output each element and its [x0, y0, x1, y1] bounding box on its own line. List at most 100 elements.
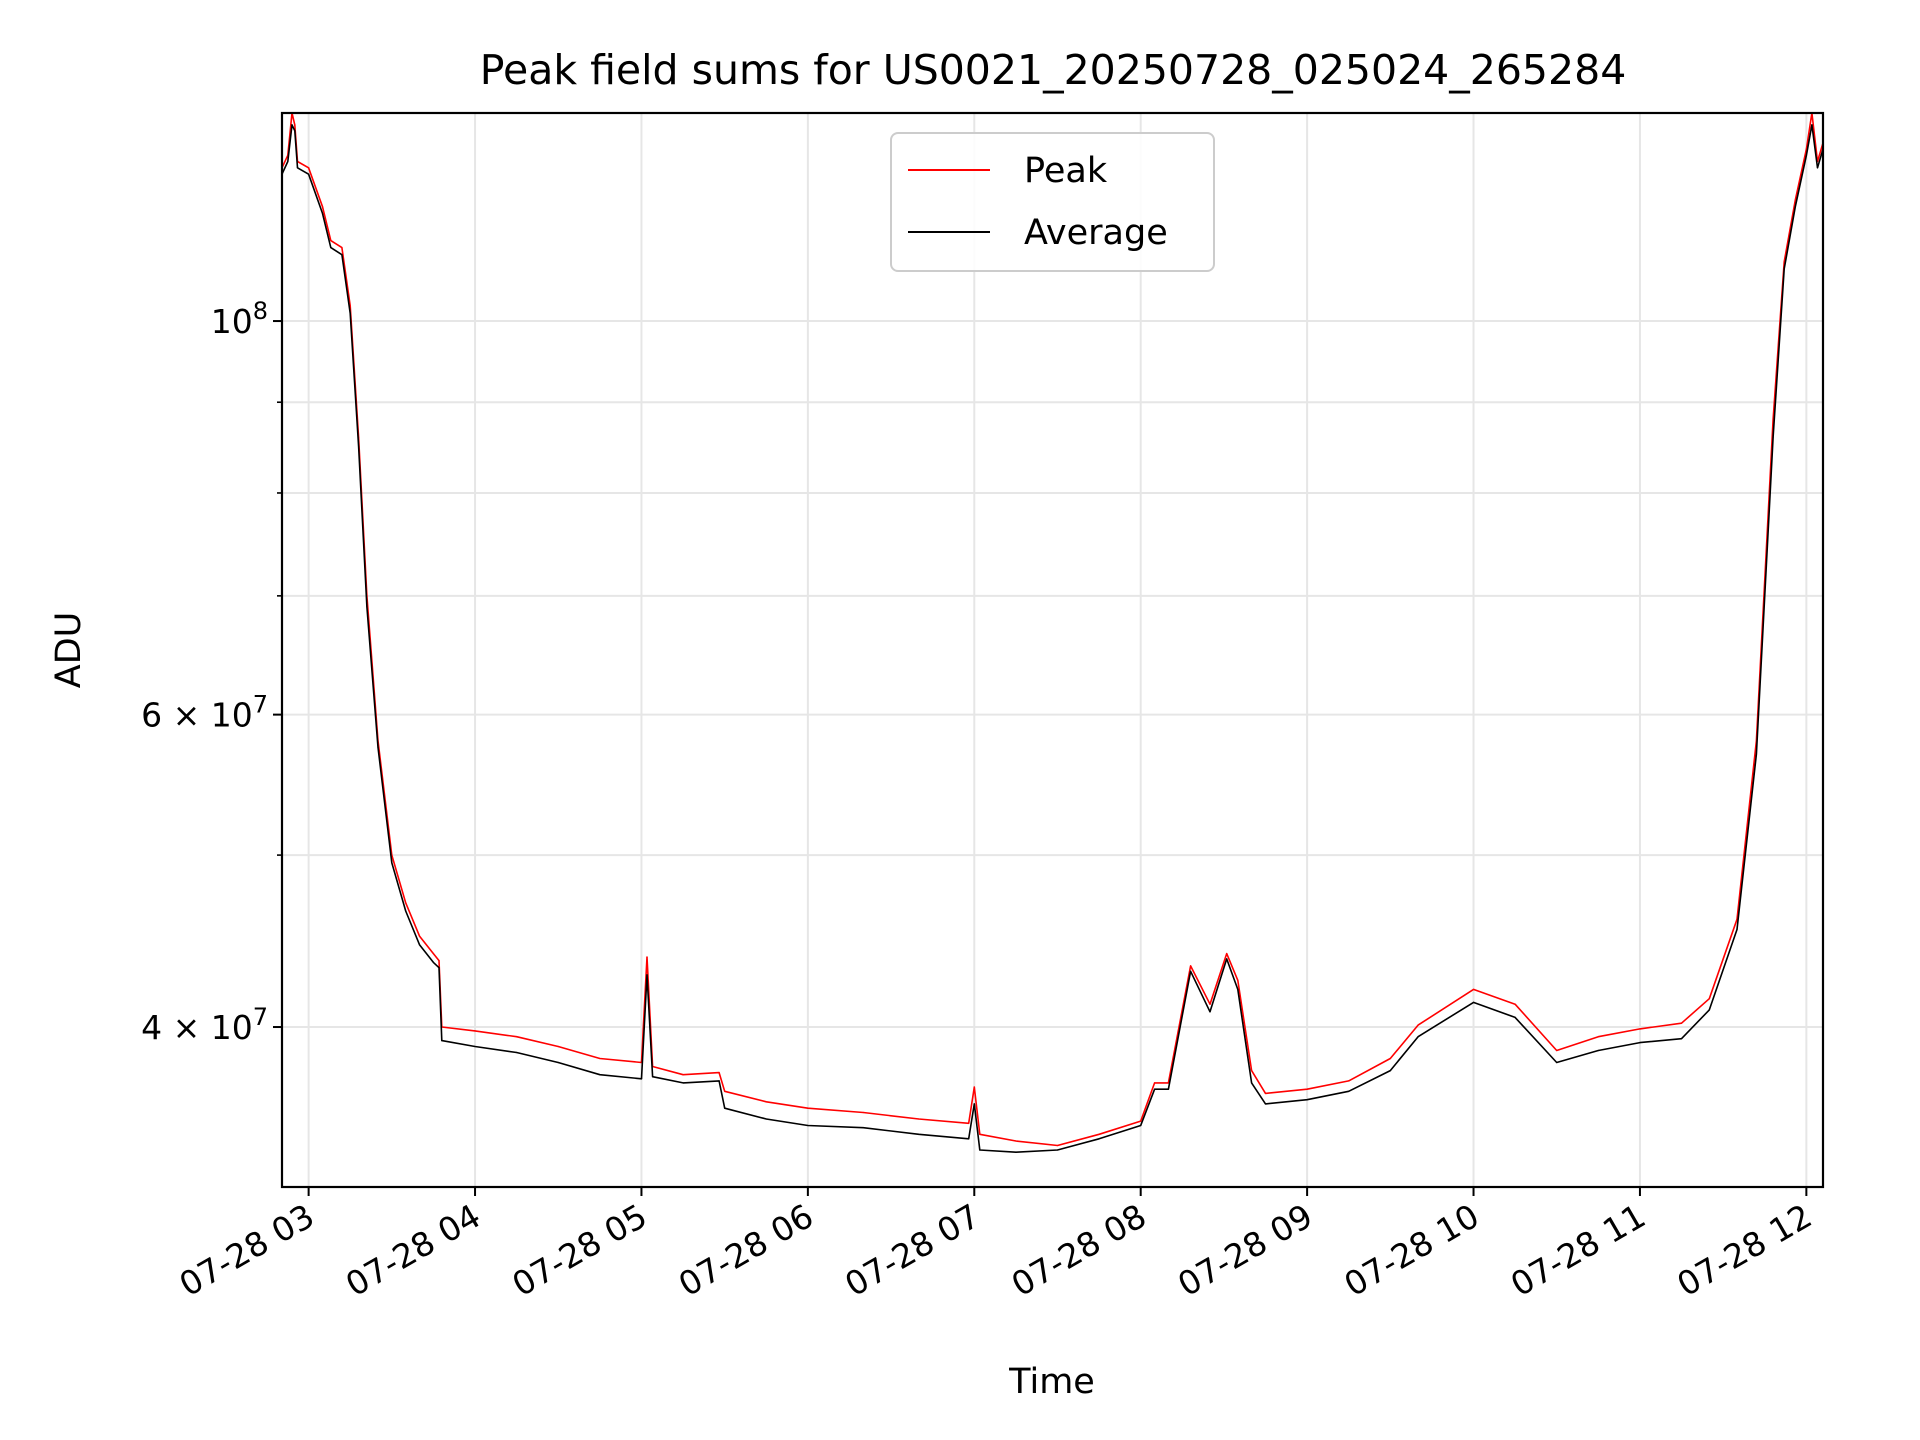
data-point-average-29: [765, 1118, 767, 1120]
data-point-peak-58: [1708, 998, 1710, 1000]
data-point-peak-39: [1140, 1120, 1142, 1122]
data-point-average-50: [1389, 1070, 1391, 1072]
data-point-average-3: [294, 130, 296, 132]
data-point-peak-56: [1639, 1028, 1641, 1030]
data-point-average-15: [419, 944, 421, 946]
data-point-peak-35: [979, 1133, 981, 1135]
data-point-average-63: [1794, 206, 1796, 208]
data-point-average-51: [1417, 1036, 1419, 1038]
data-point-average-36: [1015, 1151, 1017, 1153]
data-point-peak-34: [973, 1086, 975, 1088]
data-point-peak-17: [438, 960, 440, 962]
data-point-average-47: [1264, 1103, 1267, 1105]
data-point-average-41: [1167, 1088, 1169, 1090]
data-point-peak-33: [968, 1122, 970, 1124]
y-axis-label: ADU: [49, 612, 89, 689]
data-point-average-14: [405, 910, 407, 912]
data-point-average-33: [968, 1138, 970, 1140]
data-point-average-30: [807, 1124, 809, 1127]
series-line-peak: [281, 112, 1824, 1147]
data-point-average-55: [1597, 1049, 1599, 1052]
data-point-average-38: [1098, 1138, 1100, 1140]
data-point-peak-40: [1154, 1082, 1156, 1084]
data-point-average-7: [330, 247, 332, 249]
data-point-peak-19: [474, 1030, 476, 1032]
data-point-average-49: [1348, 1090, 1350, 1092]
data-point-average-17: [438, 967, 440, 969]
legend-frame: [890, 132, 1215, 272]
data-point-peak-7: [330, 240, 332, 242]
plot-frame: [280, 111, 1825, 1189]
data-point-peak-43: [1209, 1003, 1211, 1005]
data-point-peak-42: [1190, 965, 1192, 967]
data-point-average-25: [652, 1076, 654, 1078]
data-point-peak-20: [516, 1036, 518, 1038]
x-axis-label: Time: [1008, 1362, 1095, 1402]
data-point-peak-62: [1783, 261, 1785, 263]
data-point-average-37: [1056, 1149, 1059, 1151]
data-point-peak-48: [1306, 1088, 1308, 1090]
data-point-average-65: [1811, 124, 1813, 126]
data-point-average-59: [1736, 928, 1738, 931]
series-lines: [281, 112, 1824, 1153]
data-point-peak-32: [918, 1118, 920, 1120]
data-point-peak-54: [1556, 1049, 1558, 1052]
data-point-average-12: [377, 746, 379, 749]
data-point-peak-53: [1514, 1003, 1516, 1005]
legend-label-average: Average: [1024, 213, 1168, 253]
data-point-average-31: [862, 1127, 864, 1129]
data-point-peak-37: [1056, 1144, 1059, 1147]
data-point-peak-57: [1680, 1022, 1683, 1024]
data-point-peak-22: [599, 1057, 601, 1060]
data-point-peak-29: [765, 1101, 767, 1103]
data-point-average-42: [1190, 970, 1192, 972]
y-tick-label-1: 6 × 107: [141, 691, 268, 735]
data-point-average-19: [474, 1045, 476, 1048]
data-point-peak-3: [294, 124, 296, 126]
data-point-average-1: [287, 160, 289, 163]
data-point-average-40: [1154, 1088, 1156, 1090]
data-point-average-58: [1708, 1009, 1710, 1011]
data-point-average-22: [599, 1074, 601, 1076]
data-point-peak-38: [1098, 1133, 1100, 1135]
data-point-average-9: [349, 312, 351, 314]
data-point-average-16: [432, 961, 434, 964]
data-point-average-54: [1556, 1061, 1558, 1064]
data-point-average-10: [358, 445, 360, 447]
data-point-average-24: [646, 974, 648, 976]
data-point-average-21: [557, 1061, 559, 1064]
data-point-average-45: [1237, 988, 1239, 991]
data-point-average-5: [308, 173, 310, 175]
data-point-peak-55: [1597, 1036, 1599, 1038]
data-point-peak-16: [432, 953, 434, 955]
data-point-average-34: [973, 1103, 975, 1105]
data-point-average-44: [1226, 958, 1228, 960]
data-point-peak-31: [862, 1111, 864, 1114]
data-point-average-57: [1680, 1038, 1683, 1040]
data-point-peak-61: [1772, 418, 1774, 421]
data-point-peak-28: [724, 1090, 726, 1092]
data-point-peak-6: [321, 206, 324, 208]
data-point-peak-36: [1015, 1140, 1017, 1142]
grid: [282, 113, 1823, 1187]
data-point-average-48: [1306, 1099, 1308, 1101]
data-point-average-2: [291, 124, 293, 126]
data-point-average-64: [1805, 154, 1807, 156]
data-point-average-32: [918, 1133, 920, 1135]
y-axis-ticks: 108 6 × 107 4 × 107: [141, 297, 282, 1047]
data-point-average-28: [724, 1107, 726, 1109]
data-point-average-66: [1816, 167, 1819, 169]
data-point-average-20: [516, 1051, 518, 1054]
data-point-peak-47: [1264, 1092, 1267, 1094]
data-point-average-27: [718, 1080, 720, 1082]
data-point-peak-46: [1251, 1070, 1253, 1072]
data-point-peak-50: [1389, 1057, 1391, 1060]
legend: Peak Average: [890, 132, 1215, 272]
data-point-peak-15: [419, 935, 421, 937]
data-point-average-43: [1209, 1011, 1211, 1013]
legend-label-peak: Peak: [1024, 151, 1108, 191]
data-point-average-39: [1140, 1124, 1142, 1127]
data-point-peak-44: [1226, 953, 1228, 955]
data-point-average-60: [1755, 753, 1757, 755]
